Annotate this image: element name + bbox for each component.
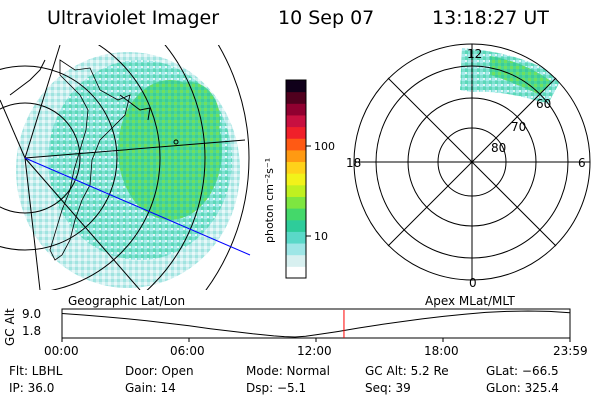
- gc-alt-field: GC Alt: 5.2 Re: [365, 364, 449, 378]
- color-bar-band: [286, 91, 306, 104]
- mlt-label-12: 12: [467, 47, 483, 61]
- color-bar-band: [286, 114, 306, 128]
- color-bar-band: [286, 184, 306, 197]
- color-bar-band: [286, 231, 306, 244]
- geographic-image: [16, 52, 240, 288]
- color-bar-band: [286, 219, 306, 232]
- ground-track-line: [24, 157, 251, 256]
- mlat-label-80: 80: [491, 141, 507, 155]
- color-bar-band: [286, 138, 306, 151]
- orbit-x-tick-1200: 12:00: [297, 344, 332, 358]
- mode-field: Mode: Normal: [246, 364, 330, 378]
- color-bar: [286, 80, 306, 279]
- color-bar-band: [286, 196, 306, 209]
- orbit-plot: [61, 310, 571, 338]
- color-bar-label-100: 100: [314, 140, 335, 153]
- orbit-altitude-line: [61, 310, 571, 338]
- date-label: 10 Sep 07: [278, 7, 375, 29]
- color-bar-band: [286, 173, 306, 186]
- orbit-x-tick-0000: 00:00: [44, 344, 79, 358]
- color-bar-band: [286, 103, 306, 116]
- mlt-label-6: 6: [578, 156, 586, 170]
- mlt-label-0: 0: [469, 276, 477, 290]
- orbit-y-axis-label: GC Alt: [3, 308, 17, 346]
- color-bar-unit-label: photon cm⁻²s⁻¹: [263, 157, 276, 243]
- time-label: 13:18:27 UT: [432, 7, 549, 29]
- color-bar-band: [286, 126, 306, 139]
- geographic-grid: [0, 45, 250, 290]
- orbit-x-tick-0600: 06:00: [170, 344, 205, 358]
- color-bar-band: [286, 208, 306, 221]
- geographic-caption: Geographic Lat/Lon: [68, 294, 186, 308]
- apex-caption: Apex MLat/MLT: [425, 294, 515, 308]
- mlat-label-60: 60: [536, 97, 552, 111]
- color-bar-band: [286, 254, 306, 267]
- glon-field: GLon: 325.4: [486, 381, 559, 395]
- color-bar-band: [286, 243, 306, 256]
- orbit-y-tick-low: 1.8: [22, 324, 42, 338]
- orbit-y-tick-high: 9.0: [22, 307, 42, 321]
- color-bar-band: [286, 161, 306, 174]
- orbit-x-tick-1800: 18:00: [424, 344, 459, 358]
- ip-field: IP: 36.0: [9, 381, 55, 395]
- glat-field: GLat: −66.5: [486, 364, 559, 378]
- color-bar-band: [286, 149, 306, 163]
- seq-field: Seq: 39: [365, 381, 411, 395]
- mlt-label-18: 18: [346, 156, 362, 170]
- door-field: Door: Open: [125, 364, 194, 378]
- orbit-x-tick-2359: 23:59: [553, 344, 588, 358]
- color-bar-band: [286, 80, 306, 93]
- instrument-title: Ultraviolet Imager: [47, 7, 220, 29]
- dsp-field: Dsp: −5.1: [246, 381, 307, 395]
- orbit-x-ticks: [61, 338, 571, 342]
- polar-grid: [353, 43, 591, 281]
- gain-field: Gain: 14: [125, 381, 176, 395]
- flt-field: Flt: LBHL: [9, 364, 63, 378]
- color-bar-frame: [285, 79, 307, 279]
- color-bar-band: [286, 266, 306, 279]
- polar-image: [460, 48, 562, 104]
- mlat-label-70: 70: [511, 120, 527, 134]
- orbit-plot-frame: [61, 308, 571, 339]
- color-bar-label-10: 10: [314, 230, 328, 243]
